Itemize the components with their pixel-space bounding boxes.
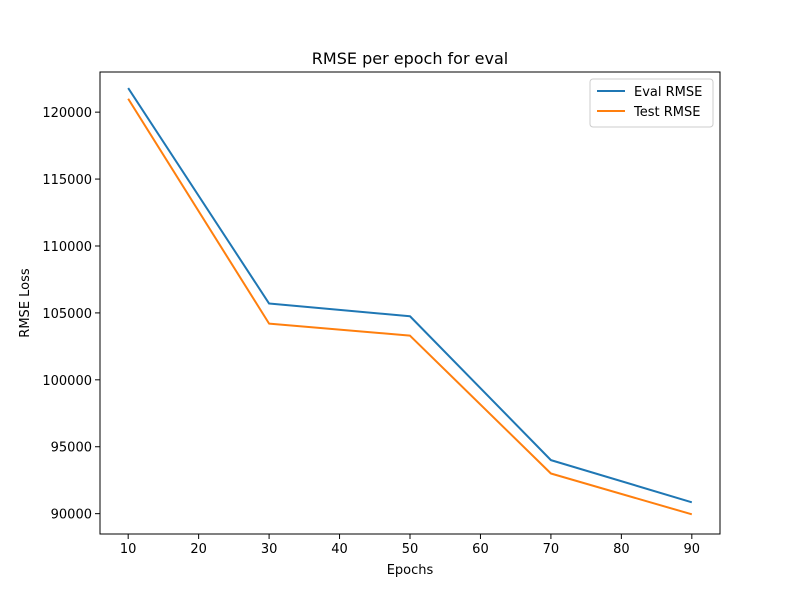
x-tick-label: 10: [120, 542, 137, 557]
x-tick-label: 20: [190, 542, 207, 557]
series-line-test-rmse: [127, 98, 693, 516]
x-tick-label: 70: [543, 542, 560, 557]
x-axis-label: Epochs: [387, 563, 434, 578]
y-tick-label: 100000: [42, 374, 92, 389]
legend-label-eval-rmse: Eval RMSE: [634, 85, 702, 100]
x-tick-label: 40: [331, 542, 348, 557]
y-tick-label: 110000: [42, 240, 92, 255]
y-tick-label: 95000: [51, 441, 92, 456]
x-axis: 10 20 30 40 50 60 70 80 90: [120, 534, 700, 557]
y-axis: 90000 95000 100000 105000 110000 115000 120000: [42, 106, 100, 523]
chart-title: RMSE per epoch for eval: [312, 49, 508, 68]
x-tick-label: 90: [684, 542, 701, 557]
y-tick-label: 105000: [42, 307, 92, 322]
legend-label-test-rmse: Test RMSE: [633, 105, 700, 120]
series-line-eval-rmse: [127, 87, 693, 504]
x-tick-label: 80: [613, 542, 630, 557]
x-tick-label: 50: [402, 542, 419, 557]
plot-frame: [99, 71, 721, 535]
y-tick-label: 120000: [42, 106, 92, 121]
series-layer: [127, 87, 693, 516]
y-axis-label: RMSE Loss: [18, 268, 33, 338]
x-tick-label: 60: [472, 542, 489, 557]
legend: Eval RMSE Test RMSE: [589, 78, 714, 128]
x-tick-label: 30: [261, 542, 278, 557]
y-tick-label: 115000: [42, 173, 92, 188]
y-tick-label: 90000: [51, 508, 92, 523]
